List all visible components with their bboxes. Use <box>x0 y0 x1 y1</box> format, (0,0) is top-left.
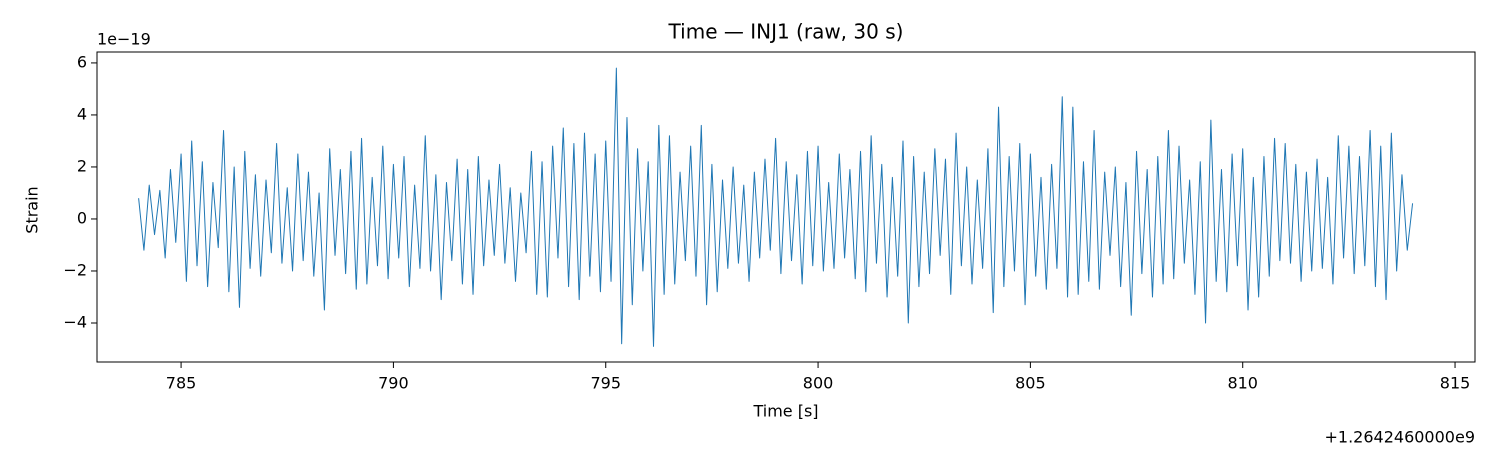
data-line <box>138 67 1414 347</box>
x-axis-label: Time [s] <box>752 402 818 421</box>
x-tick-label: 800 <box>803 374 834 393</box>
chart-title: Time — INJ1 (raw, 30 s) <box>668 20 904 44</box>
x-offset-label: +1.2642460000e9 <box>1325 428 1476 447</box>
x-tick-label: 815 <box>1440 374 1471 393</box>
y-tick-label: −2 <box>63 260 87 279</box>
x-tick-label: 795 <box>590 374 621 393</box>
y-tick-label: 6 <box>77 52 87 71</box>
y-tick-label: 2 <box>77 156 87 175</box>
y-tick-label: 4 <box>77 104 87 123</box>
x-tick-label: 810 <box>1227 374 1258 393</box>
x-tick-label: 790 <box>378 374 409 393</box>
y-tick-label: 0 <box>77 208 87 227</box>
y-tick-label: −4 <box>63 312 87 331</box>
y-offset-label: 1e−19 <box>97 30 151 49</box>
axes-frame <box>96 51 1476 363</box>
x-tick-label: 785 <box>166 374 197 393</box>
plot-area <box>138 67 1414 347</box>
x-tick-label: 805 <box>1015 374 1046 393</box>
y-axis-label: Strain <box>23 186 42 233</box>
